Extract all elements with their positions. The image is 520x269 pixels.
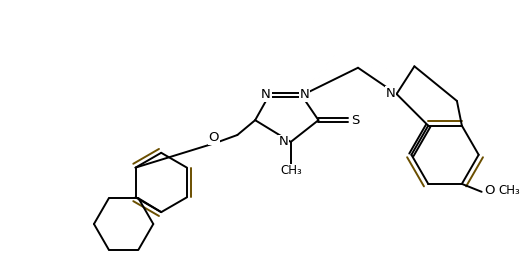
- Text: N: N: [261, 88, 271, 101]
- Text: CH₃: CH₃: [499, 184, 520, 197]
- Text: N: N: [300, 88, 309, 101]
- Text: N: N: [279, 135, 289, 148]
- Text: O: O: [484, 184, 495, 197]
- Text: CH₃: CH₃: [280, 164, 302, 177]
- Text: S: S: [351, 114, 359, 127]
- Text: N: N: [386, 87, 396, 100]
- Text: O: O: [209, 132, 219, 144]
